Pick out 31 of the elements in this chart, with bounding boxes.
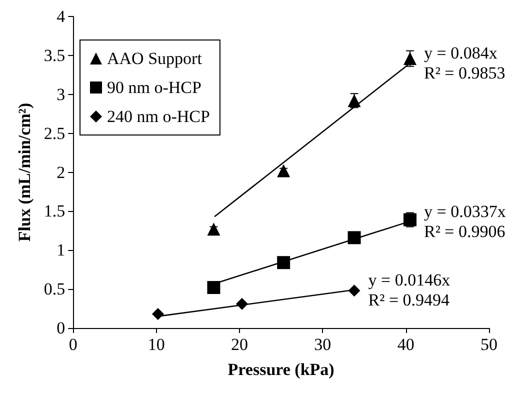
x-axis-title: Pressure (kPa): [228, 360, 334, 379]
y-tick-label: 3.5: [44, 46, 66, 65]
point: [207, 222, 220, 236]
point: [152, 308, 164, 320]
annotation: y = 0.0146x R² = 0.9494: [368, 270, 451, 310]
y-tick-label: 2: [56, 162, 66, 182]
x-tick-label: 50: [480, 335, 498, 354]
x-tick-label: 0: [68, 335, 78, 354]
annotation: y = 0.084x R² = 0.9853: [424, 44, 506, 83]
legend-label: 90 nm o-HCP: [107, 78, 202, 97]
y-tick-label: 1: [56, 240, 66, 260]
point: [403, 52, 416, 66]
x-tick-label: 40: [397, 335, 414, 354]
y-tick-label: 2.5: [44, 124, 66, 143]
y-tick-label: 1.5: [44, 202, 66, 221]
x-tick-label: 10: [148, 335, 165, 354]
point: [348, 94, 361, 108]
point: [207, 281, 220, 294]
legend-label: 240 nm o-HCP: [107, 107, 210, 126]
legend-label: AAO Support: [107, 49, 202, 68]
y-tick-label: 0.5: [44, 280, 66, 299]
y-tick-label: 3: [56, 84, 66, 104]
point: [277, 164, 290, 178]
y-tick-label: 4: [56, 7, 66, 26]
y-tick-label: 0: [56, 318, 66, 338]
x-tick-label: 20: [230, 335, 248, 354]
annotation: y = 0.0337x R² = 0.9906: [424, 202, 506, 241]
x-tick-label: 30: [314, 335, 332, 354]
y-axis-title: Flux (mL/min/cm²): [15, 102, 34, 242]
point: [348, 231, 361, 244]
point: [348, 284, 360, 297]
